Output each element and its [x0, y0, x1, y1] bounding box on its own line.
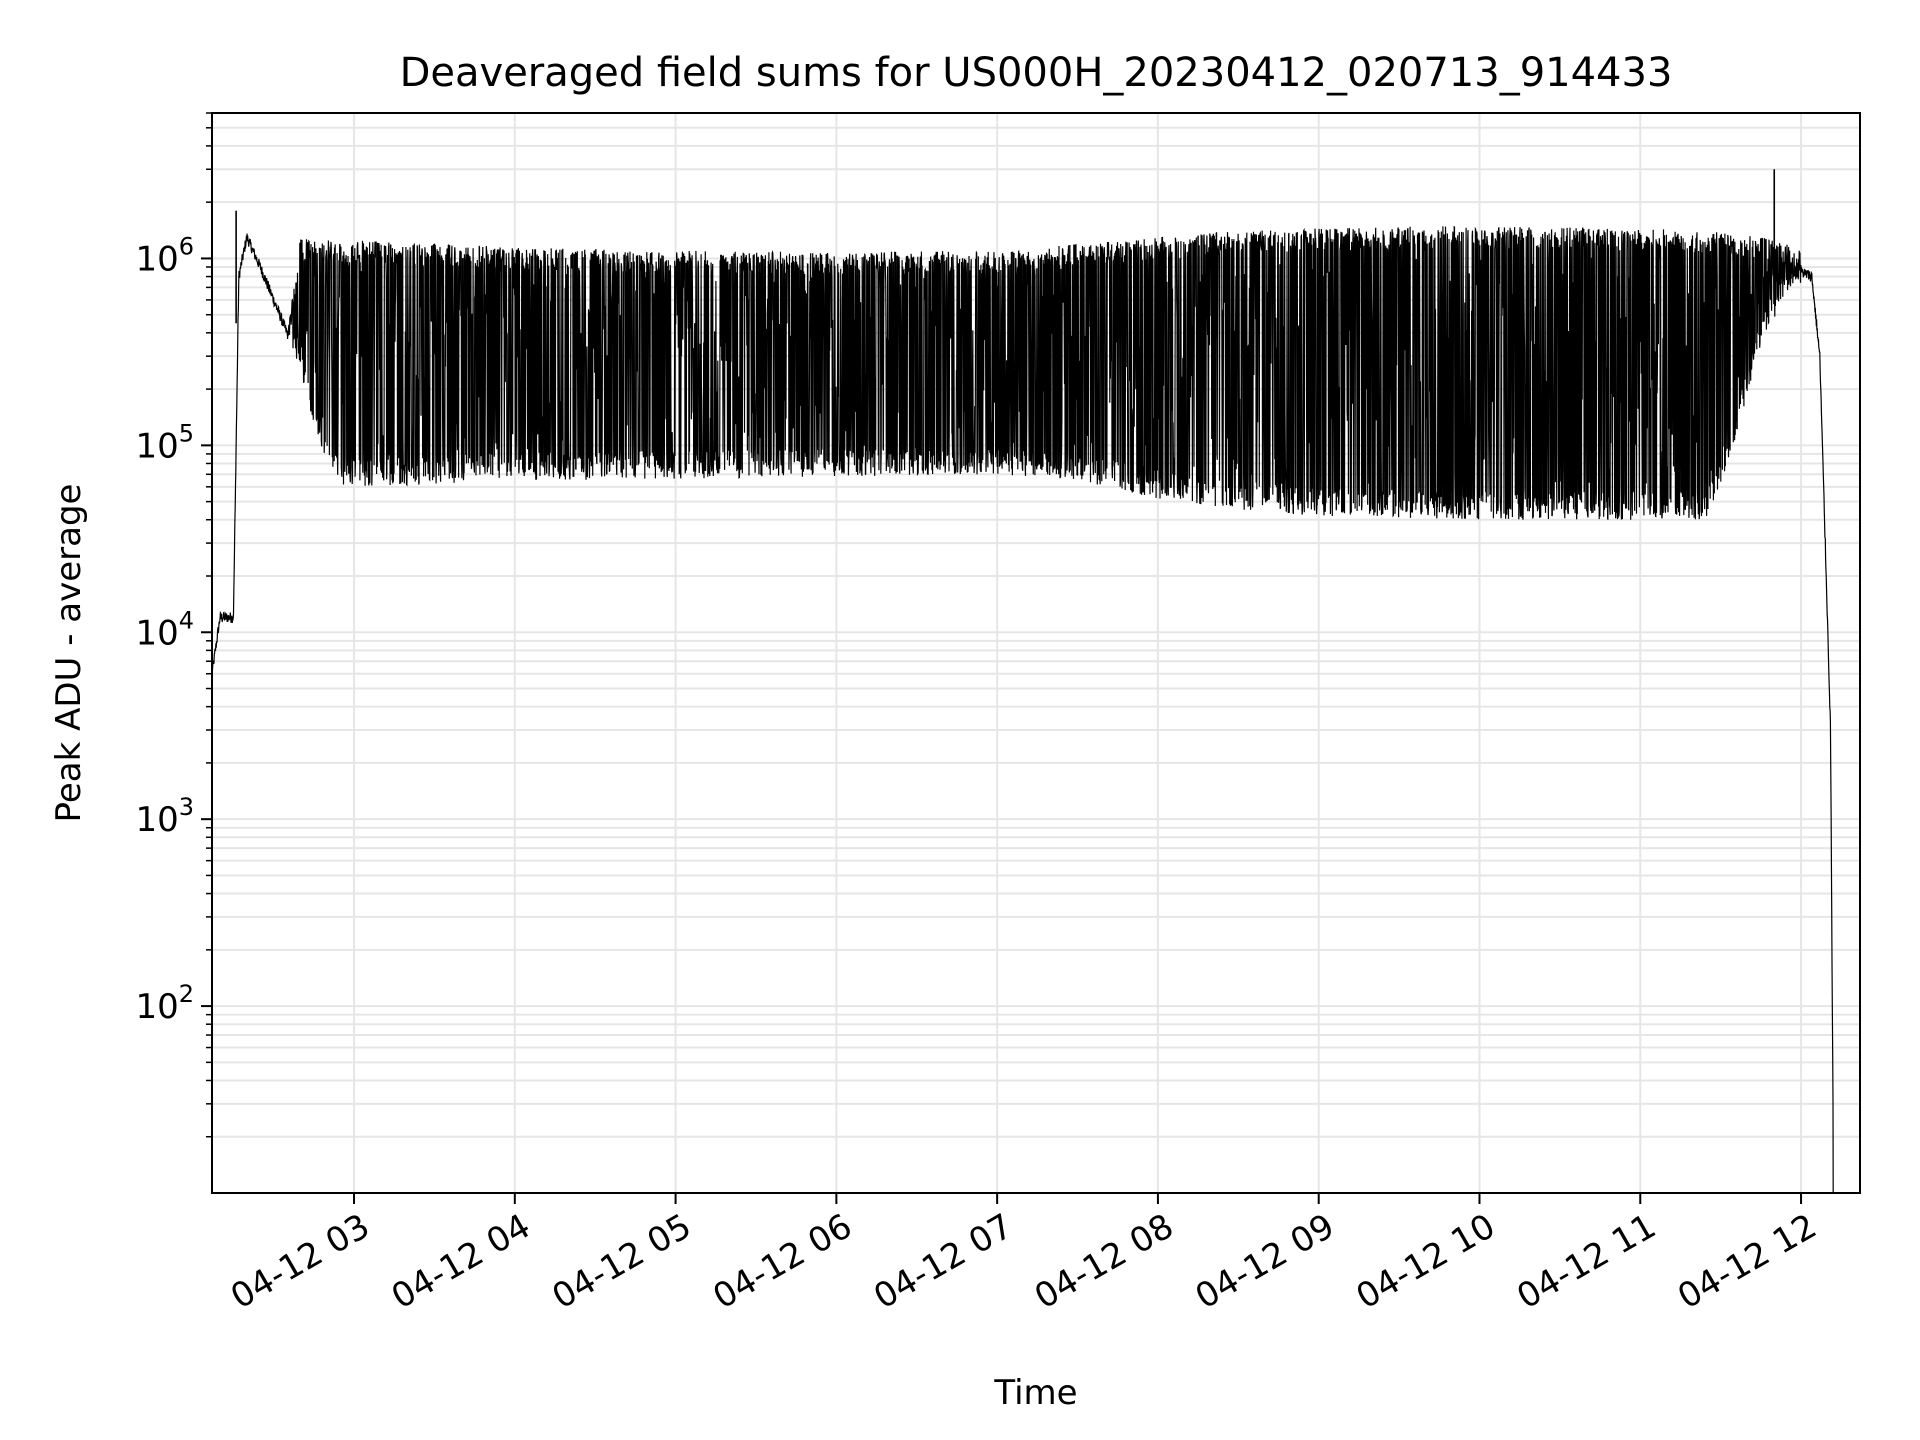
- axes-frame: [211, 112, 1861, 1194]
- y-tick-label: 103: [135, 793, 194, 840]
- y-tick-label: 102: [135, 980, 194, 1027]
- y-axis-label: Peak ADU - average: [49, 484, 89, 823]
- x-axis-label: Time: [993, 1373, 1077, 1413]
- y-tick-label: 104: [135, 606, 194, 653]
- y-tick-label: 106: [135, 232, 194, 279]
- series-line: [212, 225, 1834, 1193]
- plot-area: [212, 169, 1834, 1193]
- y-tick-label: 105: [135, 419, 194, 466]
- chart-title: Deaveraged field sums for US000H_2023041…: [400, 50, 1673, 96]
